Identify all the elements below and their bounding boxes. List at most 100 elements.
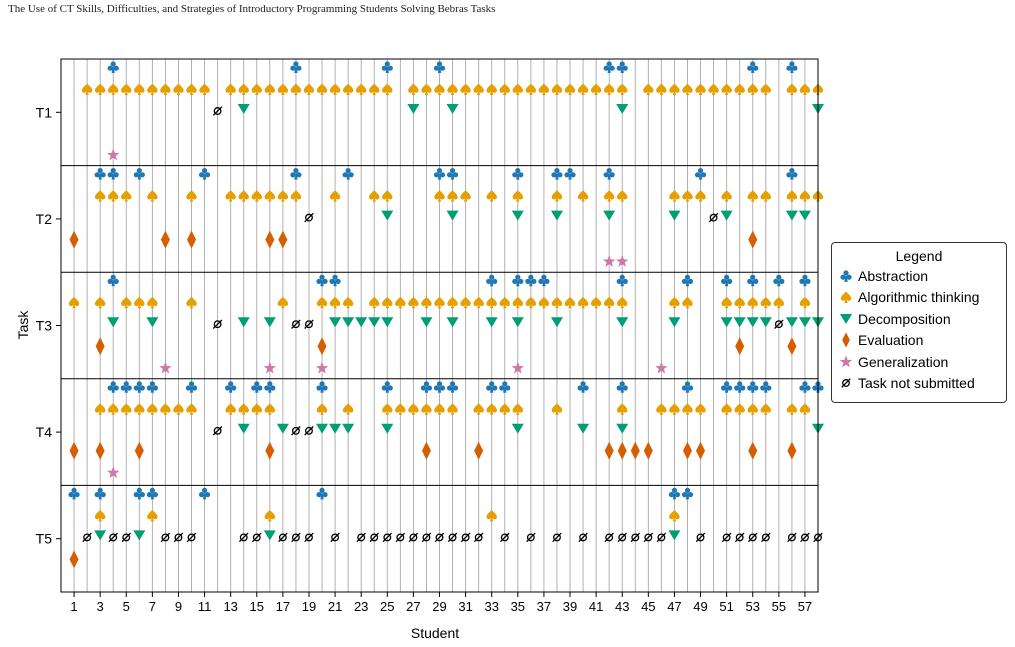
algorithmic-thinking-mark [695, 190, 706, 202]
algorithmic-thinking-mark [94, 83, 106, 95]
abstraction-mark [525, 274, 537, 287]
algorithmic-thinking-mark [277, 190, 289, 202]
abstraction-mark [721, 274, 733, 287]
not-submitted-mark [291, 319, 301, 329]
evaluation-mark [265, 230, 275, 249]
decomposition-mark [798, 317, 811, 328]
algorithmic-thinking-mark [382, 83, 393, 95]
decomposition-mark [720, 317, 733, 328]
x-tick-label: 41 [589, 599, 603, 614]
generalization-mark [602, 255, 616, 267]
star-icon [838, 354, 854, 370]
algorithmic-thinking-mark [799, 403, 811, 415]
abstraction-mark [786, 168, 798, 180]
algorithmic-thinking-mark [434, 190, 445, 202]
algorithmic-thinking-mark [147, 190, 158, 202]
decomposition-mark [316, 423, 329, 434]
not-submitted-mark [304, 319, 314, 329]
x-tick-label: 33 [484, 599, 498, 614]
abstraction-mark [486, 274, 498, 287]
algorithmic-thinking-mark [760, 83, 772, 95]
algorithmic-thinking-mark [147, 403, 158, 415]
decomposition-mark [485, 317, 498, 328]
algorithmic-thinking-mark [264, 83, 276, 95]
abstraction-mark [734, 381, 746, 393]
not-submitted-mark [121, 532, 132, 543]
abstraction-mark [133, 487, 145, 500]
x-tick-label: 5 [123, 599, 130, 614]
evaluation-mark [682, 441, 692, 460]
legend-item-generalization: Generalization [832, 351, 1006, 373]
x-tick-label: 31 [458, 599, 472, 614]
decomposition-mark [94, 530, 107, 541]
algorithmic-thinking-mark [421, 296, 432, 309]
generalization-mark [655, 361, 668, 374]
x-tick-label: 45 [641, 599, 655, 614]
abstraction-mark [107, 381, 119, 393]
algorithmic-thinking-mark [173, 83, 184, 95]
abstraction-mark [681, 274, 694, 287]
legend-label: Abstraction [858, 267, 929, 284]
generalization-mark [315, 361, 329, 374]
algorithmic-thinking-mark [486, 296, 497, 309]
abstraction-mark [381, 61, 393, 73]
algorithmic-thinking-mark [799, 83, 811, 95]
abstraction-mark [616, 61, 628, 73]
algorithmic-thinking-mark [369, 190, 380, 202]
algorithmic-thinking-mark [473, 296, 484, 309]
algorithmic-thinking-mark [669, 403, 680, 415]
x-tick-label: 57 [798, 599, 812, 614]
running-head: The Use of CT Skills, Difficulties, and … [8, 3, 496, 15]
algorithmic-thinking-mark [525, 296, 537, 309]
x-tick-label: 55 [772, 599, 786, 614]
abstraction-mark [198, 168, 211, 180]
algorithmic-thinking-mark [173, 403, 184, 415]
evaluation-mark [617, 441, 627, 460]
legend-marker [840, 313, 852, 324]
algorithmic-thinking-mark [721, 190, 732, 202]
decomposition-mark [381, 210, 394, 221]
algorithmic-thinking-mark [603, 190, 615, 202]
abstraction-mark [316, 381, 328, 393]
abstraction-mark [747, 381, 759, 393]
not-submitted-mark [578, 532, 588, 543]
algorithmic-thinking-mark [303, 83, 315, 95]
decomposition-mark [616, 317, 629, 328]
algorithmic-thinking-mark [551, 190, 563, 202]
legend-item-algorithmic-thinking: Algorithmic thinking [832, 287, 1006, 309]
algorithmic-thinking-mark [551, 83, 563, 95]
algorithmic-thinking-mark [564, 296, 576, 309]
algorithmic-thinking-mark [329, 296, 341, 309]
abstraction-mark [681, 487, 694, 500]
algorithmic-thinking-mark [408, 83, 419, 95]
evaluation-mark [748, 441, 758, 460]
decomposition-mark [720, 210, 733, 221]
not-submitted-mark [304, 426, 314, 436]
x-tick-label: 7 [149, 599, 156, 614]
decomposition-mark [342, 423, 355, 434]
algorithmic-thinking-mark [538, 296, 550, 309]
evaluation-mark [748, 230, 758, 249]
algorithmic-thinking-mark [721, 83, 732, 95]
algorithmic-thinking-mark [134, 296, 145, 309]
abstraction-mark [133, 168, 145, 180]
not-submitted-mark [761, 532, 771, 543]
algorithmic-thinking-mark [577, 296, 589, 309]
algorithmic-thinking-mark [369, 296, 380, 309]
decomposition-mark [446, 317, 459, 328]
not-submitted-mark [291, 426, 301, 436]
generalization-mark [616, 255, 629, 267]
legend-label: Decomposition [858, 310, 951, 327]
abstraction-mark [538, 274, 550, 287]
x-tick-label: 47 [667, 599, 681, 614]
evaluation-mark [787, 441, 797, 460]
x-tick-label: 3 [97, 599, 104, 614]
algorithmic-thinking-mark [786, 190, 798, 202]
legend-marker [839, 355, 853, 368]
not-submitted-mark [369, 532, 380, 543]
not-submitted-mark [630, 532, 641, 543]
algorithmic-thinking-mark [408, 296, 419, 309]
algorithmic-thinking-mark [107, 190, 119, 202]
decomposition-mark [355, 317, 368, 328]
algorithmic-thinking-mark [617, 83, 628, 95]
